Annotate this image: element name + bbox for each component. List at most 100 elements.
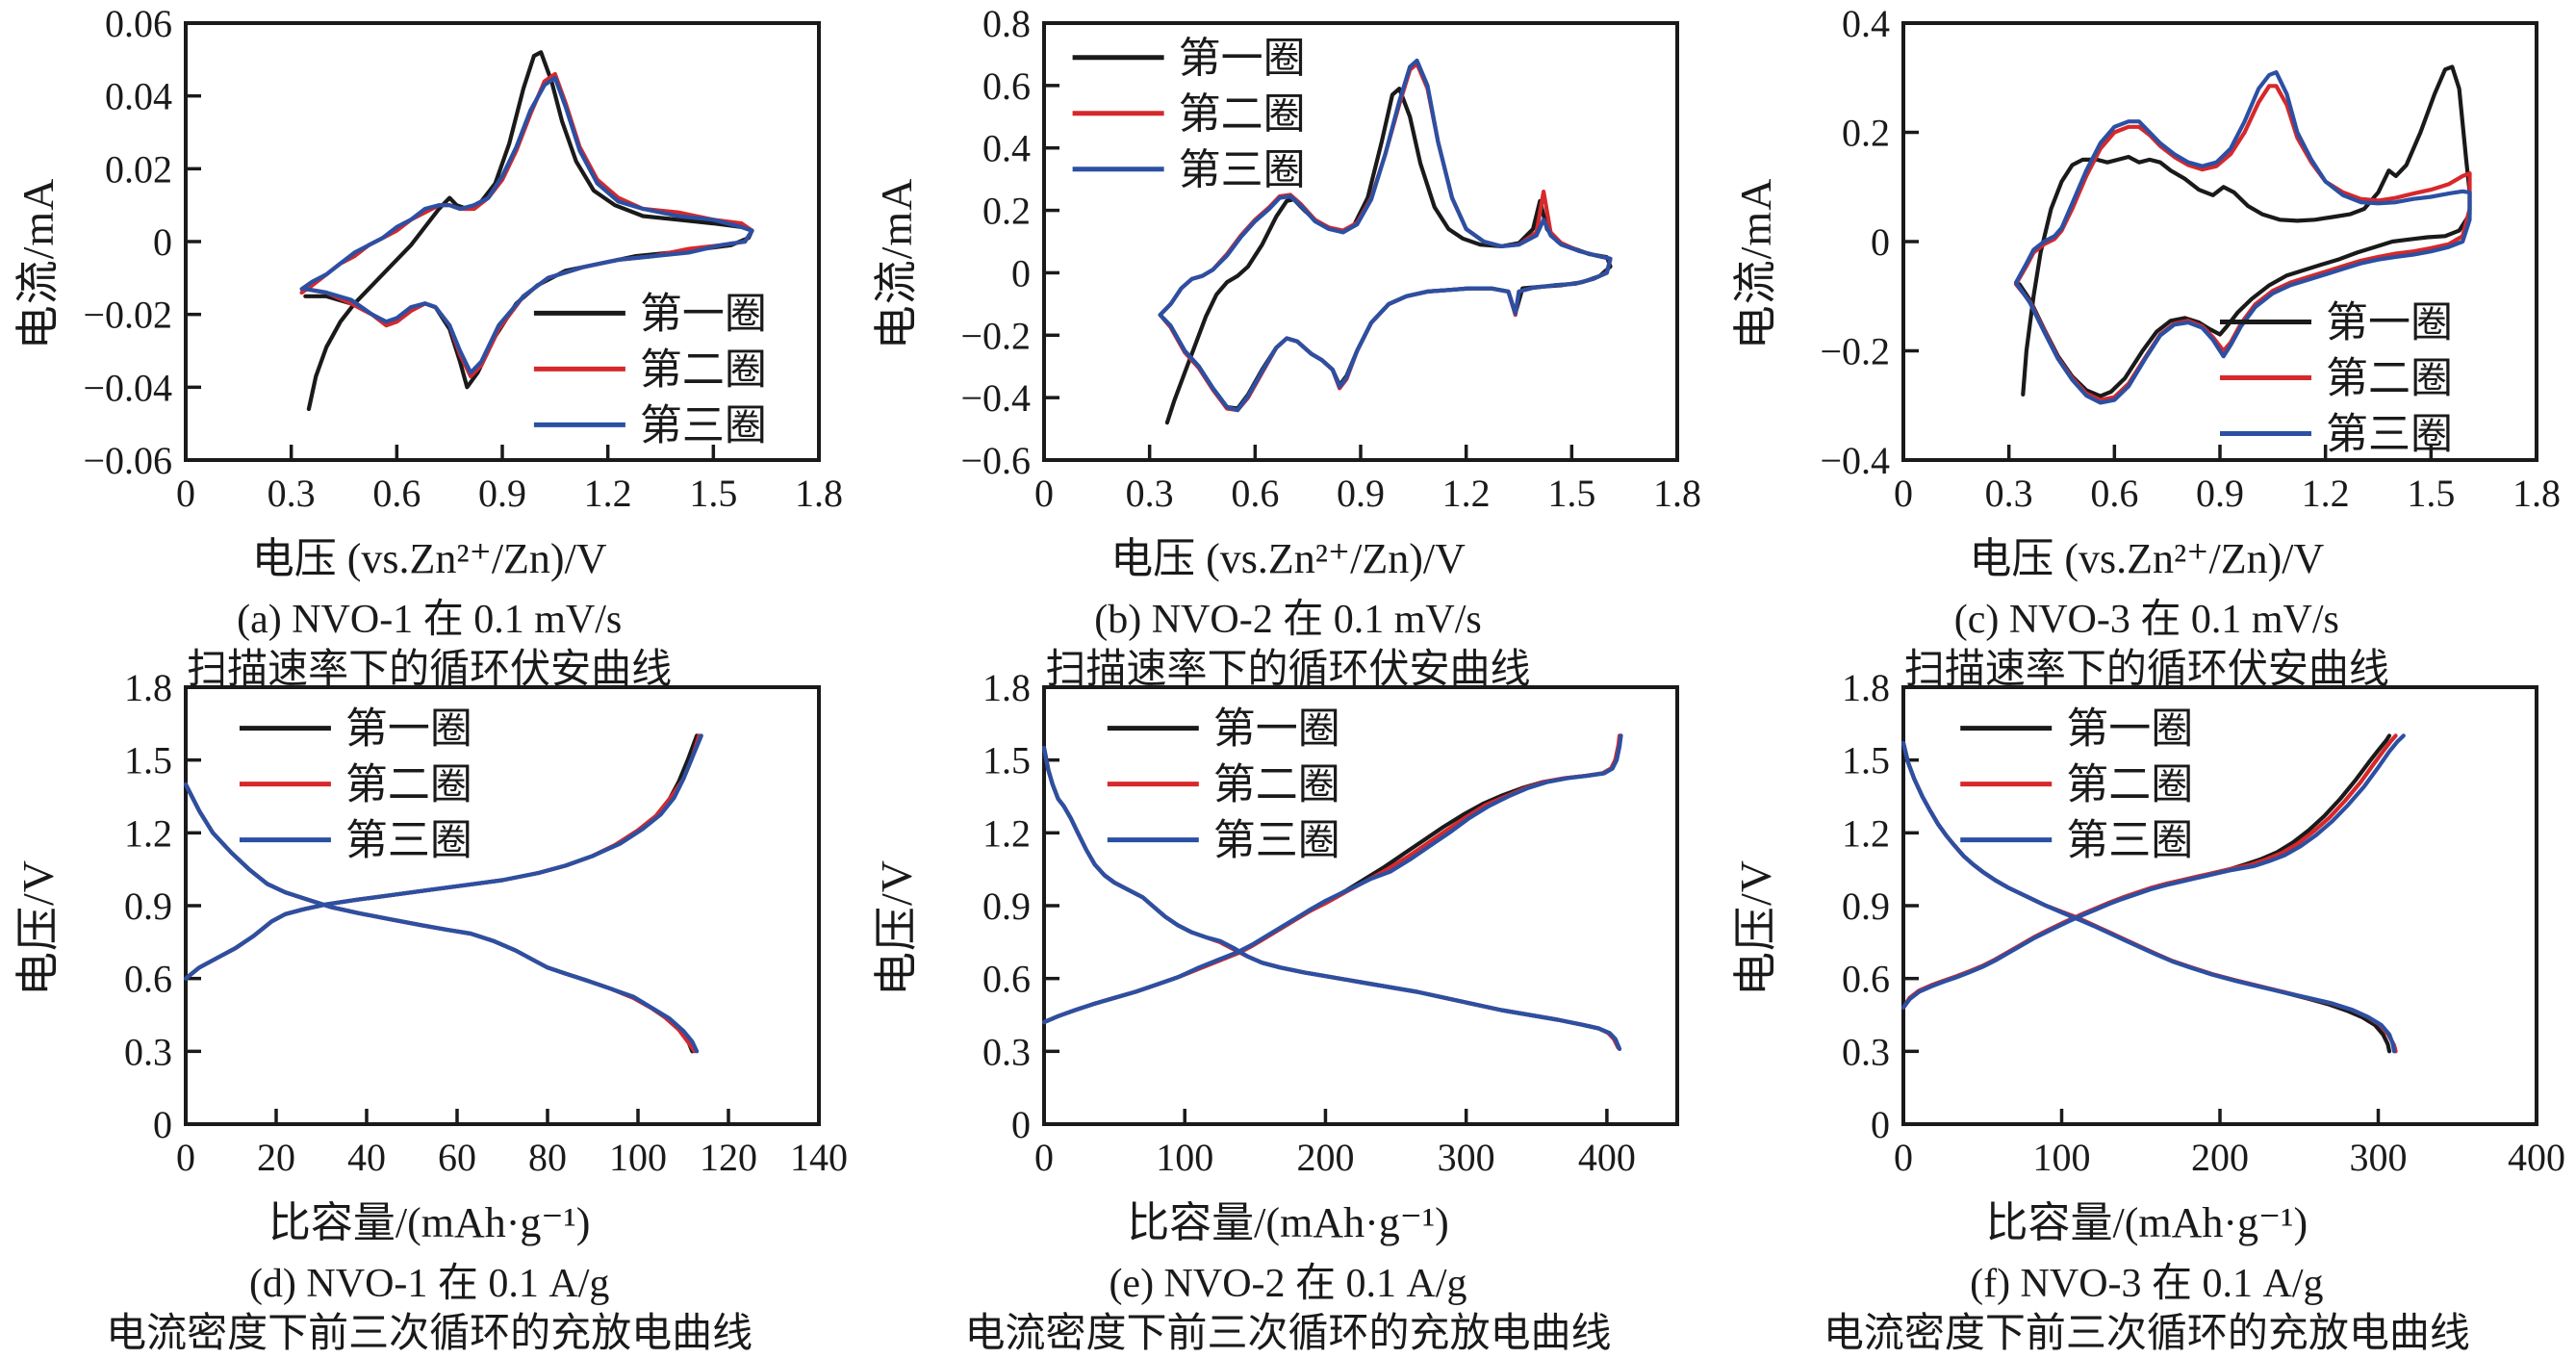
legend-label: 第一圈 [1179, 35, 1306, 82]
curve-cycle3 [1900, 740, 2396, 1054]
legend-label: 第三圈 [640, 401, 767, 449]
y-axis-label-wrap: 电压/V [7, 668, 63, 1188]
cv-chart-nvo3: 0 0.3 0.6 0.9 1.2 1.5 1.8 −0.4 −0.2 0 0.2 0.4 第一圈 第二圈… [1780, 2, 2569, 524]
plot-row-e: 电压/V 0 100 200 300 400 0 0.3 0.6 0.9 1.2 1.5 1.8 第一圈… [865, 666, 1710, 1188]
y-tick-label: 1.8 [982, 668, 1031, 709]
x-axis-label: 比容量/(mAh·g⁻¹) [1985, 1199, 2308, 1246]
x-tick-label: 140 [790, 1136, 848, 1179]
x-tick-label: 0.9 [1337, 472, 1385, 515]
caption-line-2: 电流密度下前三次循环的充放电曲线 [1823, 1312, 2470, 1356]
plot-frame [1042, 21, 1680, 462]
x-tick-label: 200 [1297, 1136, 1355, 1179]
chart-svg-f: 0 100 200 300 400 0 0.3 0.6 0.9 1.2 1.5 1.8 第一圈第二圈第三… [1842, 666, 2565, 1179]
y-tick-label: 1.8 [124, 668, 172, 709]
caption-a: (a) NVO-1 在 0.1 mV/s 扫描速率下的循环伏安曲线 [187, 595, 672, 695]
x-tick-label: 0.9 [2196, 472, 2244, 515]
y-tick-label: 0.06 [105, 4, 172, 45]
x-axis-label: 比容量/(mAh·g⁻¹) [1127, 1199, 1449, 1246]
x-tick-label: 120 [700, 1136, 757, 1179]
subplot-f: 电压/V 0 100 200 300 400 0 0.3 0.6 0.9 1.2 1.5 1.8 第一圈… [1718, 664, 2576, 1356]
plot-frame [184, 685, 822, 1126]
caption-line-2: 扫描速率下的循环伏安曲线 [1045, 648, 1531, 692]
y-tick-label: 0.02 [105, 147, 172, 191]
legend-label: 第一圈 [2326, 298, 2453, 346]
y-tick-label: 0.3 [982, 1030, 1031, 1073]
caption-line-2: 扫描速率下的循环伏安曲线 [1903, 648, 2389, 692]
x-tick-label: 0 [176, 1136, 195, 1179]
caption-c: (c) NVO-3 在 0.1 mV/s 扫描速率下的循环伏安曲线 [1904, 595, 2389, 695]
x-tick-label: 300 [1438, 1136, 1495, 1179]
y-tick-label: 0 [1011, 251, 1031, 295]
legend-label: 第三圈 [1213, 817, 1340, 864]
plot-row-d: 电压/V 0 20 40 60 80 100 120 140 0 0.3 0.6 0.9 1.2 1.5 1… [7, 666, 852, 1188]
plot-row-c: 电流/mA 0 0.3 0.6 0.9 1.2 1.5 1.8 −0.4 −0.2 0 0.2 0.4… [1724, 2, 2569, 524]
y-tick-label: 1.8 [1842, 668, 1890, 709]
x-tick-label: 0.3 [1126, 472, 1174, 515]
caption-line-1: (d) NVO-1 在 0.1 A/g [248, 1262, 610, 1306]
x-tick-label: 20 [257, 1136, 295, 1179]
caption-line-1: (e) NVO-2 在 0.1 A/g [1109, 1262, 1467, 1306]
x-tick-label: 0.6 [372, 472, 421, 515]
y-tick-label: −0.02 [84, 294, 173, 337]
caption-line-1: (a) NVO-1 在 0.1 mV/s [237, 598, 623, 642]
x-tick-label: 60 [438, 1136, 476, 1179]
plot-row-b: 电流/mA 0 0.3 0.6 0.9 1.2 1.5 1.8 −0.6 −0.4 −0.2 0 0.… [865, 2, 1710, 524]
x-axis-label: 电压 (vs.Zn²⁺/Zn)/V [1110, 535, 1466, 582]
caption-line-1: (f) NVO-3 在 0.1 A/g [1970, 1262, 2324, 1306]
x-tick-label: 40 [347, 1136, 386, 1179]
y-tick-label: 0.6 [982, 958, 1031, 1001]
y-axis-label: 电流/mA [13, 177, 64, 350]
curve-cycle3 [2013, 69, 2472, 405]
caption-f: (f) NVO-3 在 0.1 A/g 电流密度下前三次循环的充放电曲线 [1824, 1259, 2470, 1359]
curve-cycle3 [299, 75, 754, 375]
x-tick-label: 300 [2349, 1136, 2407, 1179]
y-tick-label: 0.04 [105, 75, 172, 118]
curve-cycle2 [2013, 84, 2472, 402]
x-axis-label: 电压 (vs.Zn²⁺/Zn)/V [251, 535, 607, 582]
x-tick-label: 1.2 [1442, 472, 1491, 515]
y-tick-label: 0.4 [1842, 4, 1890, 45]
curve-cycle1 [2017, 64, 2472, 398]
y-tick-label: 1.5 [124, 739, 172, 782]
subplot-c: 电流/mA 0 0.3 0.6 0.9 1.2 1.5 1.8 −0.4 −0.2 0 0.2 0.4… [1718, 0, 2576, 692]
x-tick-label: 80 [528, 1136, 567, 1179]
y-tick-label: −0.4 [1820, 439, 1890, 482]
legend-label: 第一圈 [345, 705, 472, 753]
y-tick-label: 0 [1011, 1103, 1031, 1146]
caption-e: (e) NVO-2 在 0.1 A/g 电流密度下前三次循环的充放电曲线 [964, 1259, 1611, 1359]
y-tick-label: 1.5 [982, 739, 1031, 782]
x-tick-label: 0 [176, 472, 195, 515]
y-axis-label-wrap: 电流/mA [1724, 4, 1780, 524]
legend-label: 第二圈 [1179, 90, 1306, 138]
x-tick-label: 400 [1578, 1136, 1636, 1179]
y-axis-label-wrap: 电压/V [1724, 668, 1780, 1188]
chart-svg-e: 0 100 200 300 400 0 0.3 0.6 0.9 1.2 1.5 1.8 第一圈第二圈第三… [982, 666, 1680, 1179]
caption-line-2: 电流密度下前三次循环的充放电曲线 [106, 1312, 753, 1356]
curve-cycle3 [1900, 733, 2406, 1010]
subplot-e: 电压/V 0 100 200 300 400 0 0.3 0.6 0.9 1.2 1.5 1.8 第一圈… [858, 664, 1717, 1356]
x-tick-label: 1.2 [2301, 472, 2349, 515]
y-axis-label: 电压/V [13, 859, 64, 996]
x-tick-label: 0.3 [1984, 472, 2032, 515]
x-tick-label: 0.9 [478, 472, 526, 515]
x-tick-label: 0 [1034, 1136, 1054, 1179]
x-tick-label: 0.3 [268, 472, 316, 515]
y-tick-label: 0 [153, 220, 172, 264]
cv-chart-nvo2: 0 0.3 0.6 0.9 1.2 1.5 1.8 −0.6 −0.4 −0.2 0 0.2 0.4 0.… [921, 2, 1710, 524]
x-tick-label: 1.8 [2512, 472, 2561, 515]
y-tick-label: 1.2 [1842, 811, 1890, 855]
caption-d: (d) NVO-1 在 0.1 A/g 电流密度下前三次循环的充放电曲线 [106, 1259, 752, 1359]
x-axis-label: 电压 (vs.Zn²⁺/Zn)/V [1969, 535, 2325, 582]
legend-label: 第二圈 [2066, 761, 2193, 808]
plot-frame [1900, 21, 2538, 462]
chart-svg-d: 0 20 40 60 80 100 120 140 0 0.3 0.6 0.9 1.2 1.5 1.8 第一圈… [124, 666, 848, 1179]
plot-frame [1900, 685, 2538, 1126]
x-tick-label: 200 [2191, 1136, 2249, 1179]
caption-line-1: (c) NVO-3 在 0.1 mV/s [1953, 598, 2339, 642]
subplot-d: 电压/V 0 20 40 60 80 100 120 140 0 0.3 0.6 0.9 1.2 1.5 1… [0, 664, 858, 1356]
caption-line-1: (b) NVO-2 在 0.1 mV/s [1094, 598, 1482, 642]
plot-row-a: 电流/mA 0 0.3 0.6 0.9 1.2 1.5 1.8 −0.06 −0.04 −0.02… [7, 2, 852, 524]
